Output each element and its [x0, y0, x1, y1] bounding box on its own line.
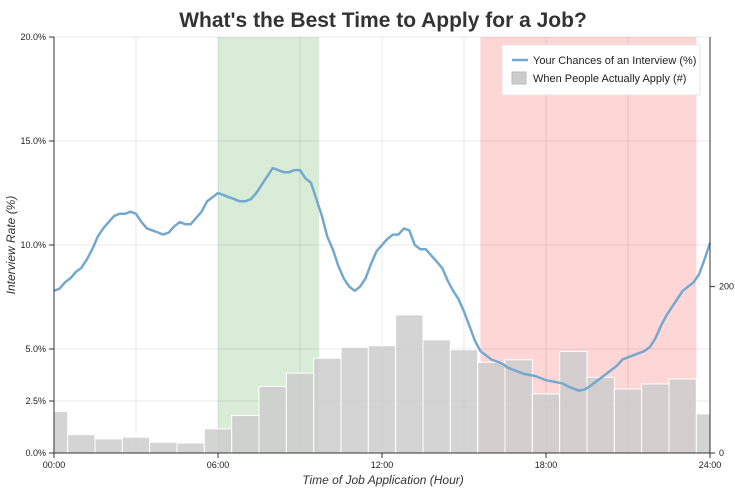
apply-count-bar — [668, 378, 697, 454]
apply-count-bar — [395, 314, 424, 454]
interview-rate-line-layer — [53, 166, 712, 392]
apply-count-bar — [94, 438, 123, 454]
y2-axis-ticks: 0 200 — [710, 282, 734, 458]
y2-tick-label: 0 — [719, 448, 724, 458]
x-axis-label: Time of Job Application (Hour) — [302, 473, 464, 487]
apply-count-bar — [641, 383, 670, 454]
apply-count-bar — [340, 346, 369, 454]
y-tick-label: 15.0% — [20, 136, 46, 146]
legend-label-apply-count: When People Actually Apply (#) — [533, 73, 686, 85]
y-axis-ticks: 0.0% 2.5% 5.0% 10.0% 15.0% 20.0% — [20, 32, 54, 458]
chart-title: What's the Best Time to Apply for a Job? — [179, 9, 587, 32]
apply-count-bar — [258, 385, 287, 454]
y2-tick-label: 200 — [719, 282, 734, 292]
x-tick-label: 00:00 — [43, 460, 66, 470]
apply-count-bar — [613, 388, 643, 454]
apply-count-bar — [149, 441, 178, 454]
y-axis-label: Interview Rate (%) — [4, 196, 18, 295]
legend-label-interview-rate: Your Chances of an Interview (%) — [533, 55, 696, 67]
apply-count-bar — [695, 413, 711, 454]
apply-count-bar — [449, 349, 479, 454]
apply-count-bar — [203, 428, 233, 454]
apply-count-bar — [367, 345, 397, 454]
apply-count-bar — [586, 376, 615, 454]
legend: Your Chances of an Interview (%) When Pe… — [501, 44, 701, 96]
apply-count-bar — [121, 436, 151, 454]
x-tick-label: 06:00 — [207, 460, 230, 470]
x-tick-label: 24:00 — [699, 460, 722, 470]
y-tick-label: 10.0% — [20, 240, 46, 250]
apply-count-bar — [67, 434, 96, 454]
apply-count-bar — [422, 339, 451, 454]
legend-box — [501, 44, 701, 96]
apply-count-bar — [559, 350, 588, 454]
y-tick-label: 20.0% — [20, 32, 46, 42]
apply-count-bar — [531, 393, 561, 454]
y-tick-label: 2.5% — [25, 396, 46, 406]
apply-count-bar — [53, 410, 69, 454]
apply-count-bar — [231, 415, 260, 454]
apply-count-bar — [176, 442, 205, 454]
x-tick-label: 18:00 — [535, 460, 558, 470]
interview-rate-line — [53, 166, 712, 392]
y-tick-label: 0.0% — [25, 448, 46, 458]
apply-count-bar — [313, 357, 342, 454]
y-tick-label: 5.0% — [25, 344, 46, 354]
apply-count-bar — [477, 361, 506, 454]
legend-bar-swatch — [511, 71, 527, 85]
x-tick-label: 12:00 — [371, 460, 394, 470]
apply-count-bar — [285, 372, 315, 454]
x-axis-ticks: 00:00 06:00 12:00 18:00 24:00 — [43, 453, 722, 470]
